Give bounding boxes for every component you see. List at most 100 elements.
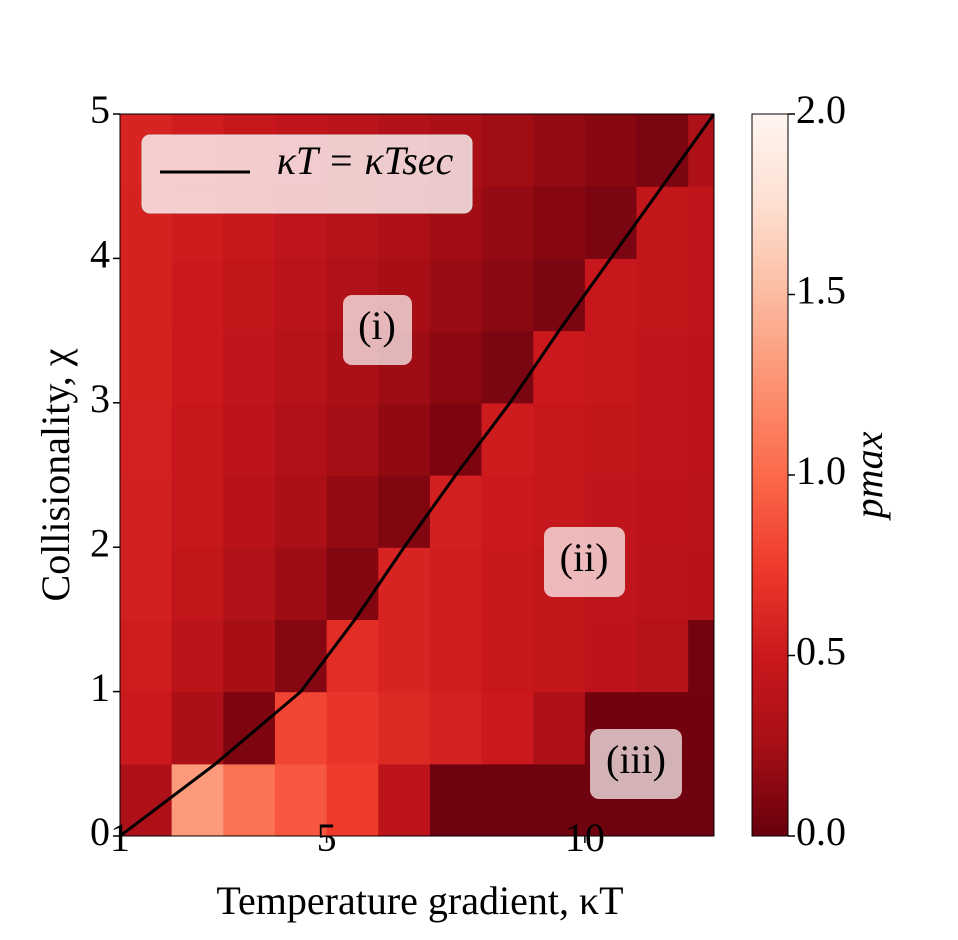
heatmap-cell xyxy=(481,258,534,332)
annotation: (i) xyxy=(358,303,396,348)
heatmap-cell xyxy=(429,763,483,836)
legend-label: κT = κTsec xyxy=(277,138,454,183)
heatmap-cell xyxy=(223,330,276,404)
heatmap-cell xyxy=(636,475,689,548)
heatmap-cell xyxy=(120,475,173,548)
heatmap-cell xyxy=(274,619,328,693)
y-tick-label: 0 xyxy=(90,809,110,854)
heatmap-cell xyxy=(533,258,586,332)
heatmap-cell xyxy=(584,402,638,476)
heatmap-cell xyxy=(688,691,714,765)
heatmap-cell xyxy=(223,763,276,836)
heatmap-cell xyxy=(688,330,714,404)
heatmap-cell xyxy=(481,402,534,476)
heatmap-cell xyxy=(120,691,173,765)
colorbar-label: pmax xyxy=(846,431,891,521)
heatmap-cell xyxy=(481,763,534,836)
heatmap-cell xyxy=(378,475,431,548)
x-tick-label: 10 xyxy=(565,815,605,860)
heatmap-cell xyxy=(274,475,328,548)
heatmap-cell xyxy=(223,258,276,332)
heatmap-cell xyxy=(636,114,689,187)
colorbar-tick-label: 1.5 xyxy=(796,268,846,313)
heatmap-cell xyxy=(223,475,276,548)
heatmap-cell xyxy=(429,475,483,548)
heatmap-cell xyxy=(120,547,173,620)
heatmap-cell xyxy=(274,258,328,332)
heatmap-cell xyxy=(584,330,638,404)
colorbar xyxy=(751,113,789,837)
heatmap-cell xyxy=(533,186,586,259)
y-tick-label: 1 xyxy=(90,665,110,710)
heatmap-cell xyxy=(171,475,224,548)
heatmap-cell xyxy=(688,402,714,476)
colorbar-tick-label: 1.0 xyxy=(796,448,846,493)
heatmap-cell xyxy=(481,186,534,259)
heatmap-cell xyxy=(223,547,276,620)
heatmap-cell xyxy=(171,402,224,476)
heatmap-cell xyxy=(429,619,483,693)
heatmap-cell xyxy=(274,547,328,620)
heatmap-cell xyxy=(120,330,173,404)
heatmap-cell xyxy=(223,619,276,693)
heatmap-cell xyxy=(326,619,379,693)
heatmap-cell xyxy=(171,547,224,620)
heatmap-cell xyxy=(636,186,689,259)
heatmap-cell xyxy=(533,114,586,187)
heatmap-cell xyxy=(429,691,483,765)
heatmap-cell xyxy=(584,186,638,259)
heatmap-cell xyxy=(378,763,431,836)
heatmap-cell xyxy=(223,691,276,765)
heatmap-cell xyxy=(533,691,586,765)
y-tick-label: 3 xyxy=(90,376,110,421)
heatmap-cell xyxy=(688,547,714,620)
heatmap-cell xyxy=(533,402,586,476)
heatmap-cell xyxy=(481,547,534,620)
heatmap-cell xyxy=(378,402,431,476)
colorbar-tick-label: 0.0 xyxy=(796,809,846,854)
y-tick-label: 5 xyxy=(90,87,110,132)
heatmap-cell xyxy=(636,402,689,476)
heatmap-cell xyxy=(429,547,483,620)
heatmap-cell xyxy=(533,330,586,404)
heatmap-cell xyxy=(481,330,534,404)
heatmap-cell xyxy=(584,619,638,693)
heatmap-cell xyxy=(326,691,379,765)
x-axis-label: Temperature gradient, κT xyxy=(216,878,623,923)
heatmap-cell xyxy=(688,763,714,836)
heatmap-cell xyxy=(326,547,379,620)
heatmap-cell xyxy=(688,258,714,332)
y-tick-label: 4 xyxy=(90,232,110,277)
heatmap-cell xyxy=(120,258,173,332)
heatmap-cell xyxy=(274,330,328,404)
curve-line xyxy=(120,114,714,836)
heatmap-cell xyxy=(223,402,276,476)
heatmap-cell xyxy=(274,691,328,765)
heatmap-cell xyxy=(429,330,483,404)
heatmap-cell xyxy=(429,402,483,476)
heatmap-cell xyxy=(171,691,224,765)
heatmap-cell xyxy=(584,114,638,187)
annotation-box xyxy=(343,295,412,365)
heatmap-cell xyxy=(274,402,328,476)
annotation: (iii) xyxy=(606,737,666,782)
annotation: (ii) xyxy=(560,535,609,580)
heatmap-cell xyxy=(171,619,224,693)
heatmap-cell xyxy=(584,258,638,332)
heatmap-cell xyxy=(171,330,224,404)
heatmap-cell xyxy=(171,258,224,332)
heatmap-cell xyxy=(429,258,483,332)
heatmap-cell xyxy=(688,619,714,693)
y-axis-label: Collisionality, χ xyxy=(33,348,78,601)
y-tick-label: 2 xyxy=(90,520,110,565)
annotation-box xyxy=(590,729,682,799)
colorbar-tick-label: 2.0 xyxy=(796,87,846,132)
heatmap-cell xyxy=(378,547,431,620)
heatmap-cell xyxy=(171,763,224,836)
heatmap-cell xyxy=(533,619,586,693)
heatmap-cell xyxy=(636,619,689,693)
heatmap-cell xyxy=(688,475,714,548)
heatmap-cell xyxy=(274,763,328,836)
x-tick-label: 5 xyxy=(317,815,337,860)
heatmap-cell xyxy=(120,619,173,693)
